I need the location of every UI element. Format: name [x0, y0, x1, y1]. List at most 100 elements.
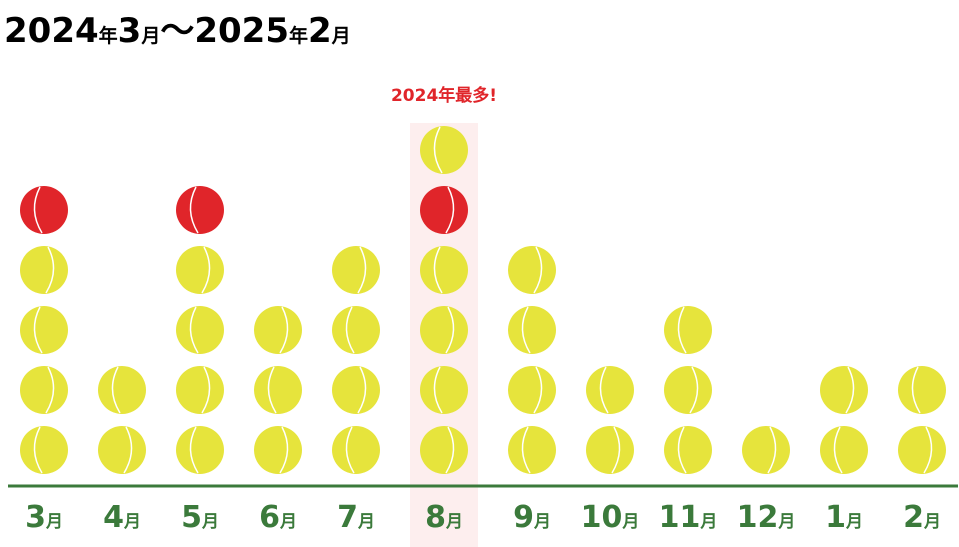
ball-stack [586, 366, 634, 474]
ball [586, 366, 634, 414]
ball-stack [20, 186, 68, 474]
ball [332, 246, 380, 294]
ball-seam [433, 366, 443, 414]
ball [664, 306, 712, 354]
x-tick-label: 10月 [581, 500, 640, 535]
ball-stack [820, 366, 868, 474]
ball-seam [445, 306, 455, 354]
x-tick-label: 5月 [181, 500, 219, 535]
ball [420, 426, 468, 474]
ball-seam [45, 366, 55, 414]
ball-seam [689, 366, 699, 414]
ball [98, 366, 146, 414]
ball [176, 426, 224, 474]
ball [664, 366, 712, 414]
ball-stack [332, 246, 380, 474]
ball [420, 126, 468, 174]
ball-stack [98, 366, 146, 474]
ball [20, 306, 68, 354]
ball [20, 366, 68, 414]
ball-seam [433, 126, 443, 174]
ball-seam [267, 366, 277, 414]
ball-seam [767, 426, 777, 474]
ball-seam [33, 186, 43, 234]
ball [332, 426, 380, 474]
ball-seam [433, 246, 443, 294]
ball-seam [345, 306, 355, 354]
ball [742, 426, 790, 474]
ball-seam [189, 306, 199, 354]
ball [820, 366, 868, 414]
ball [176, 366, 224, 414]
ball-seam [533, 366, 543, 414]
ball [898, 366, 946, 414]
ball [20, 426, 68, 474]
ball [332, 366, 380, 414]
x-tick-label: 6月 [259, 500, 297, 535]
ball [98, 426, 146, 474]
ball [508, 366, 556, 414]
ball-stack [420, 126, 468, 474]
ball-seam [677, 306, 687, 354]
ball-seam [201, 366, 211, 414]
ball-seam [845, 366, 855, 414]
ball [176, 306, 224, 354]
x-tick-label: 7月 [337, 500, 375, 535]
ball-seam [33, 306, 43, 354]
ball-stack [742, 426, 790, 474]
ball-seam [33, 426, 43, 474]
ball-seam [189, 186, 199, 234]
ball [176, 186, 224, 234]
ball-seam [599, 366, 609, 414]
ball-stack [254, 306, 302, 474]
ball-seam [923, 426, 933, 474]
ball [508, 246, 556, 294]
ball-seam [521, 306, 531, 354]
x-tick-label: 2月 [903, 500, 941, 535]
ball-seam [677, 426, 687, 474]
ball-seam [357, 246, 367, 294]
ball [20, 246, 68, 294]
ball-stack [664, 306, 712, 474]
annotation: 2024年最多! [391, 85, 497, 106]
ball-seam [123, 426, 133, 474]
ball [332, 306, 380, 354]
ball-stack [508, 246, 556, 474]
ball-stack [176, 186, 224, 474]
ball [664, 426, 712, 474]
x-tick-label: 9月 [513, 500, 551, 535]
x-tick-label: 8月 [425, 500, 463, 535]
ball-seam [111, 366, 121, 414]
ball-seam [611, 426, 621, 474]
ball-seam [357, 366, 367, 414]
ball-seam [45, 246, 55, 294]
x-tick-label: 12月 [737, 500, 796, 535]
x-tick-label: 11月 [659, 500, 718, 535]
ball [820, 426, 868, 474]
ball [898, 426, 946, 474]
ball [254, 366, 302, 414]
ball-stack [898, 366, 946, 474]
ball-seam [533, 246, 543, 294]
x-tick-label: 1月 [825, 500, 863, 535]
ball [254, 426, 302, 474]
ball-seam [911, 366, 921, 414]
ball [420, 306, 468, 354]
ball-seam [279, 426, 289, 474]
ball [176, 246, 224, 294]
ball [20, 186, 68, 234]
ball [586, 426, 634, 474]
ball-seam [345, 426, 355, 474]
x-tick-label: 3月 [25, 500, 63, 535]
ball-seam [201, 246, 211, 294]
x-tick-label: 4月 [103, 500, 141, 535]
ball [420, 366, 468, 414]
ball [508, 426, 556, 474]
ball-seam [445, 186, 455, 234]
ball-seam [279, 306, 289, 354]
ball [420, 246, 468, 294]
ball-seam [521, 426, 531, 474]
ball-seam [189, 426, 199, 474]
ball [254, 306, 302, 354]
